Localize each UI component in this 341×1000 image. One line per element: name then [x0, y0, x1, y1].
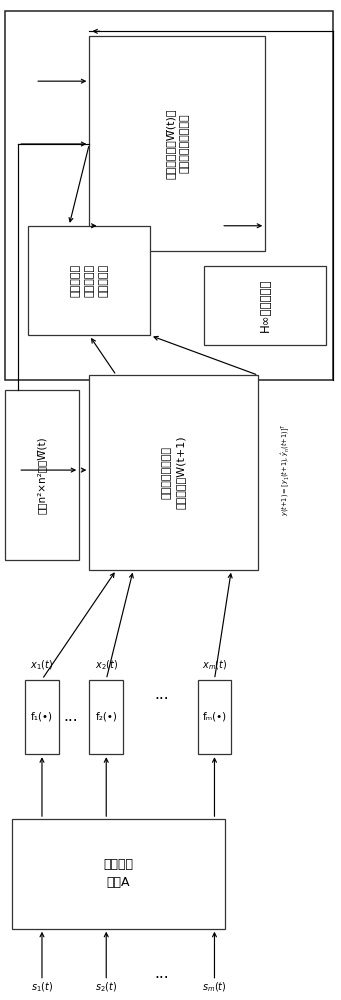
- Text: ...: ...: [155, 966, 169, 981]
- FancyBboxPatch shape: [5, 390, 79, 560]
- FancyBboxPatch shape: [197, 680, 232, 754]
- Text: $x_m(t)$: $x_m(t)$: [202, 658, 227, 672]
- Text: $s_2(t)$: $s_2(t)$: [95, 980, 117, 994]
- Text: 构造求解最优W̅(t)的
状态方程和测试方程: 构造求解最优W̅(t)的 状态方程和测试方程: [165, 108, 189, 179]
- Text: f₁(•): f₁(•): [31, 712, 53, 722]
- FancyBboxPatch shape: [89, 36, 265, 251]
- Text: $x_1(t)$: $x_1(t)$: [30, 658, 54, 672]
- Text: 选取适合分
离源信号的
非线性函数: 选取适合分 离源信号的 非线性函数: [70, 264, 108, 297]
- Text: H∞自适应算法: H∞自适应算法: [259, 279, 272, 332]
- Text: $y(t{+}1){=}[y_1(t{+}1),\hat{y}_n(t{+}1)]^T$: $y(t{+}1){=}[y_1(t{+}1),\hat{y}_n(t{+}1)…: [279, 424, 292, 516]
- Text: $s_m(t)$: $s_m(t)$: [202, 980, 227, 994]
- Text: 线性混叠
矩阵A: 线性混叠 矩阵A: [103, 858, 133, 889]
- Text: f₂(•): f₂(•): [95, 712, 117, 722]
- FancyBboxPatch shape: [12, 819, 225, 929]
- Text: $s_1(t)$: $s_1(t)$: [31, 980, 53, 994]
- FancyBboxPatch shape: [25, 680, 59, 754]
- FancyBboxPatch shape: [204, 266, 326, 345]
- Text: ...: ...: [63, 709, 78, 724]
- FancyBboxPatch shape: [89, 680, 123, 754]
- Text: 构造n²×n²维的W̅(t): 构造n²×n²维的W̅(t): [37, 436, 47, 514]
- FancyBboxPatch shape: [89, 375, 258, 570]
- Text: 后非线性模型的时
变解混矩阵W(t+1): 后非线性模型的时 变解混矩阵W(t+1): [162, 436, 186, 509]
- Text: fₘ(•): fₘ(•): [203, 712, 226, 722]
- FancyBboxPatch shape: [28, 226, 150, 335]
- Text: $x_2(t)$: $x_2(t)$: [95, 658, 118, 672]
- Text: ...: ...: [155, 687, 169, 702]
